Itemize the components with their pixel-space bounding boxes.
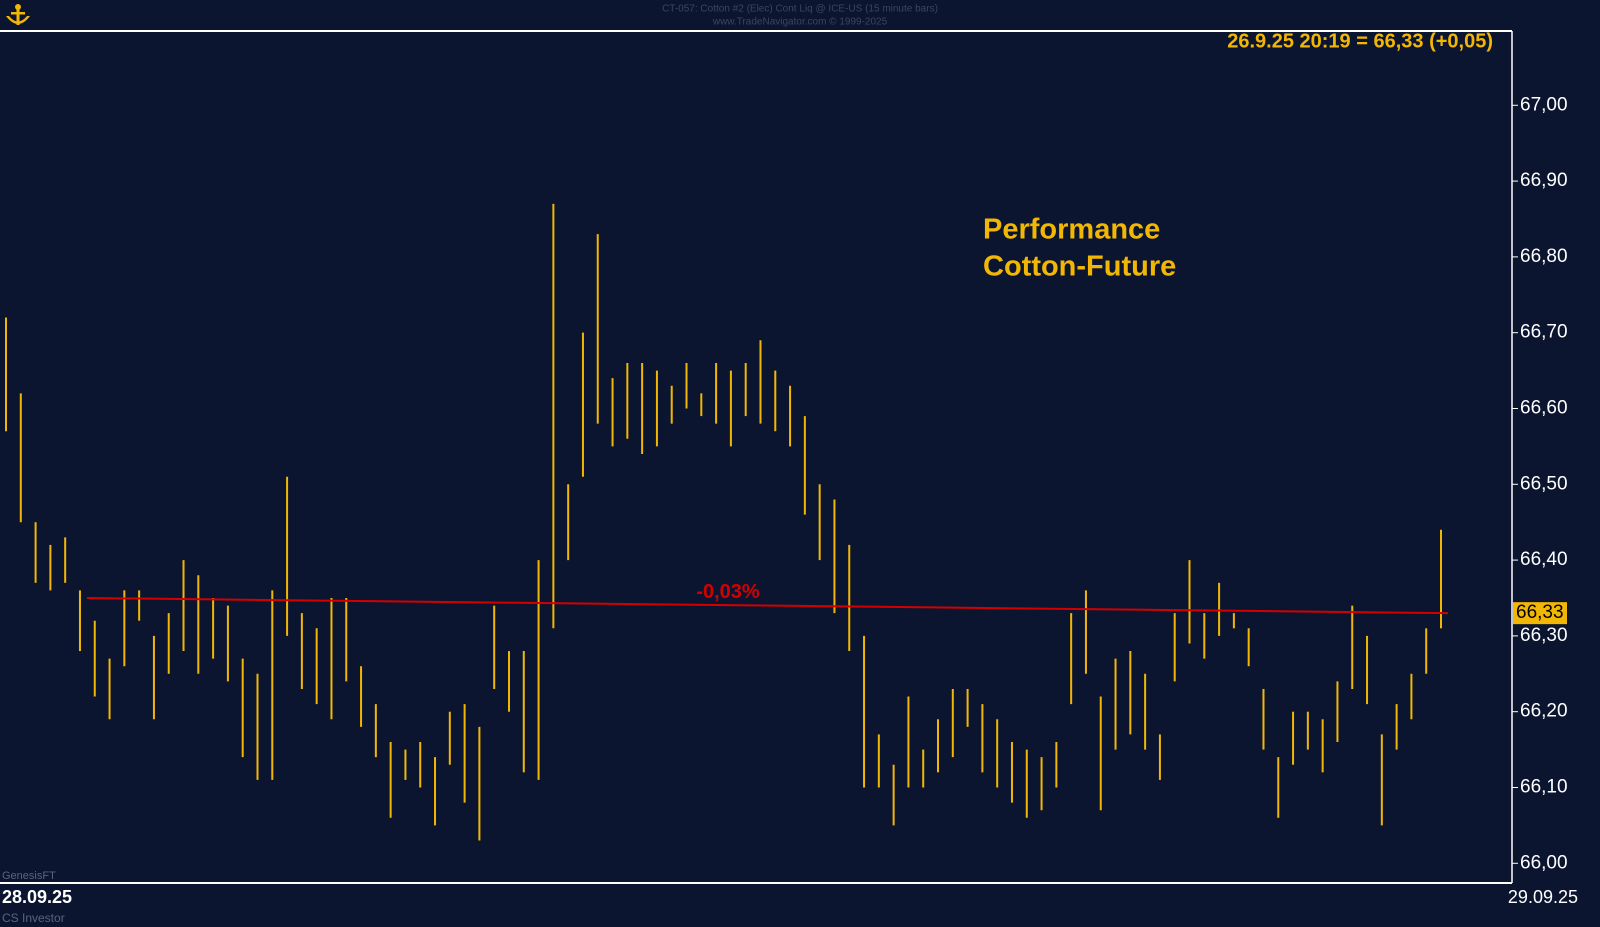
y-tick-label: 66,60	[1520, 398, 1568, 419]
last-price-box	[1513, 602, 1567, 625]
brand: CS Investor	[2, 911, 65, 925]
header-subtitle: www.TradeNavigator.com © 1999-2025	[712, 17, 888, 28]
quote: 26.9.25 20:19 = 66,33 (+0,05)	[1227, 30, 1493, 52]
y-tick-label: 66,40	[1520, 549, 1568, 570]
source: GenesisFT	[2, 870, 56, 882]
y-tick-label: 66,80	[1520, 246, 1568, 267]
reference-label: -0,03%	[696, 581, 760, 603]
header-title: CT-057: Cotton #2 (Elec) Cont Liq @ ICE-…	[662, 4, 938, 15]
y-tick-label: 66,50	[1520, 473, 1568, 494]
y-tick-label: 66,70	[1520, 322, 1568, 343]
annotation: Cotton-Future	[983, 251, 1176, 283]
y-tick-label: 67,00	[1520, 94, 1568, 115]
logo	[6, 4, 30, 25]
y-tick-label: 66,10	[1520, 777, 1568, 798]
y-tick-label: 66,90	[1520, 170, 1568, 191]
y-tick-label: 66,30	[1520, 625, 1568, 646]
reference-line	[86, 596, 1449, 615]
y-tick-label: 66,20	[1520, 701, 1568, 722]
annotation: Performance	[983, 214, 1160, 246]
y-tick-label: 66,00	[1520, 852, 1568, 873]
last-price-label: 66,33	[1516, 602, 1564, 623]
x-label: 28.09.25	[2, 887, 72, 907]
x-label: 29.09.25	[1508, 887, 1578, 907]
